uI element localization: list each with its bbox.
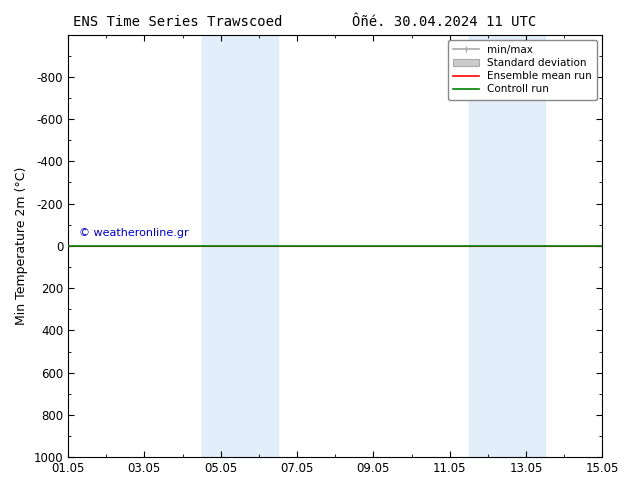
Text: © weatheronline.gr: © weatheronline.gr <box>79 228 188 238</box>
Y-axis label: Min Temperature 2m (°C): Min Temperature 2m (°C) <box>15 167 28 325</box>
Legend: min/max, Standard deviation, Ensemble mean run, Controll run: min/max, Standard deviation, Ensemble me… <box>448 40 597 99</box>
Text: Ôñé. 30.04.2024 11 UTC: Ôñé. 30.04.2024 11 UTC <box>352 15 536 29</box>
Text: ENS Time Series Trawscoed: ENS Time Series Trawscoed <box>73 15 282 29</box>
Bar <box>469 35 545 457</box>
Bar <box>202 35 278 457</box>
